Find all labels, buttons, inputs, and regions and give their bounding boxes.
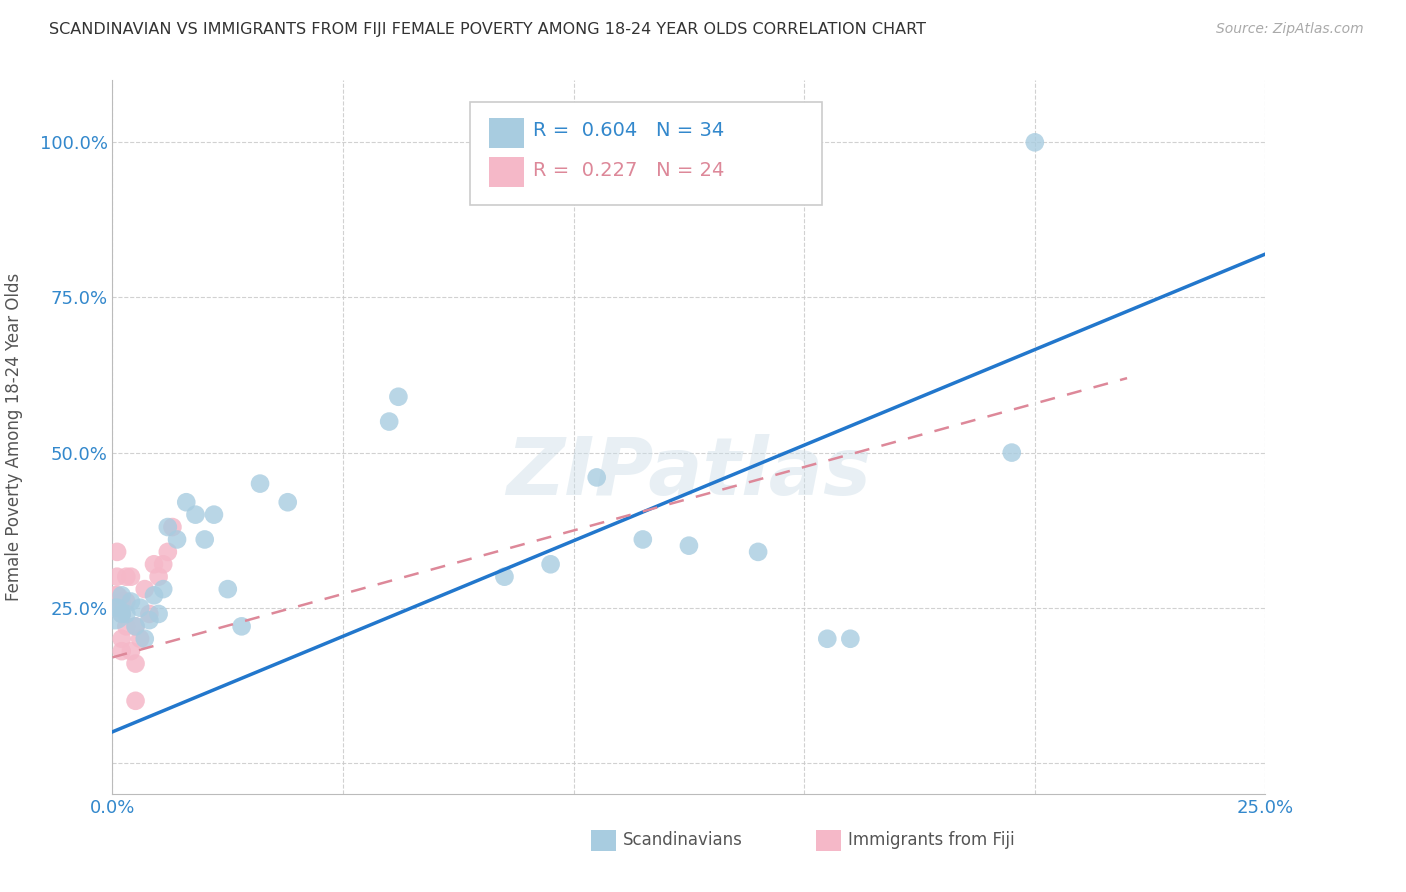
Point: [194, 533, 217, 547]
Point: [138, 607, 160, 621]
Point: [231, 619, 253, 633]
Point: [166, 533, 188, 547]
Point: [120, 570, 142, 584]
Point: [124, 619, 146, 633]
Point: [115, 619, 138, 633]
Point: [1024, 136, 1046, 150]
Point: [148, 607, 170, 621]
Point: [134, 582, 156, 596]
Point: [138, 613, 160, 627]
Point: [104, 594, 127, 608]
Bar: [591, 830, 616, 851]
Point: [1001, 445, 1024, 459]
Point: [678, 539, 700, 553]
Text: Scandinavians: Scandinavians: [623, 831, 744, 849]
Point: [747, 545, 769, 559]
Point: [174, 495, 197, 509]
Text: ZIPatlas: ZIPatlas: [506, 434, 872, 512]
Bar: [815, 830, 841, 851]
Point: [105, 600, 128, 615]
Bar: [489, 157, 524, 187]
Point: [105, 570, 128, 584]
Point: [111, 607, 134, 621]
Point: [277, 495, 299, 509]
Point: [120, 594, 142, 608]
Point: [124, 694, 146, 708]
Point: [839, 632, 862, 646]
Point: [202, 508, 225, 522]
Point: [124, 657, 146, 671]
Point: [585, 470, 607, 484]
Point: [134, 632, 156, 646]
Point: [494, 570, 516, 584]
Text: Source: ZipAtlas.com: Source: ZipAtlas.com: [1216, 22, 1364, 37]
Text: R =  0.604   N = 34: R = 0.604 N = 34: [533, 121, 724, 140]
Point: [111, 632, 134, 646]
Point: [129, 632, 152, 646]
Point: [105, 545, 128, 559]
Text: SCANDINAVIAN VS IMMIGRANTS FROM FIJI FEMALE POVERTY AMONG 18-24 YEAR OLDS CORREL: SCANDINAVIAN VS IMMIGRANTS FROM FIJI FEM…: [49, 22, 927, 37]
Point: [387, 390, 409, 404]
Point: [143, 588, 166, 602]
Point: [143, 558, 166, 572]
Point: [111, 588, 134, 602]
Text: R =  0.227   N = 24: R = 0.227 N = 24: [533, 161, 724, 179]
Point: [152, 582, 174, 596]
Point: [148, 570, 170, 584]
Point: [162, 520, 184, 534]
Point: [152, 558, 174, 572]
Point: [156, 520, 179, 534]
Point: [105, 600, 128, 615]
Point: [111, 607, 134, 621]
Point: [115, 570, 138, 584]
Point: [378, 415, 401, 429]
Point: [540, 558, 562, 572]
Y-axis label: Female Poverty Among 18-24 Year Olds: Female Poverty Among 18-24 Year Olds: [6, 273, 22, 601]
Point: [129, 600, 152, 615]
Point: [631, 533, 654, 547]
Point: [105, 588, 128, 602]
Point: [115, 607, 138, 621]
Point: [815, 632, 838, 646]
Bar: [489, 118, 524, 148]
Point: [249, 476, 271, 491]
Point: [111, 594, 134, 608]
Point: [115, 594, 138, 608]
Point: [217, 582, 239, 596]
Point: [156, 545, 179, 559]
Point: [124, 619, 146, 633]
FancyBboxPatch shape: [470, 102, 821, 205]
Point: [111, 644, 134, 658]
Point: [184, 508, 207, 522]
Text: Immigrants from Fiji: Immigrants from Fiji: [848, 831, 1015, 849]
Point: [104, 607, 127, 621]
Point: [120, 644, 142, 658]
